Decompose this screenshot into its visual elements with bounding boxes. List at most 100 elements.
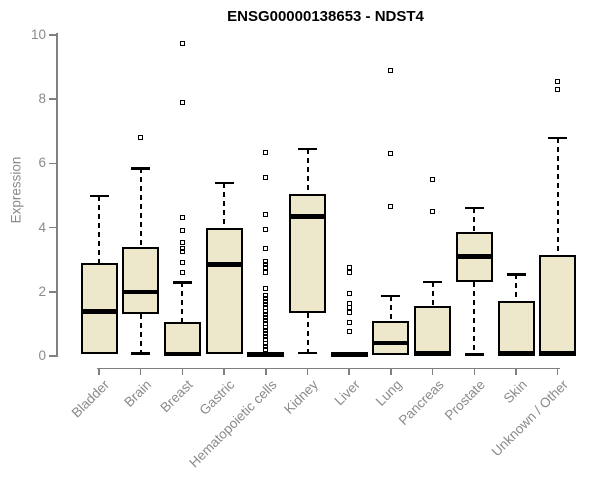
y-tick-label: 0 — [38, 348, 46, 363]
y-tick-label: 8 — [38, 91, 46, 107]
outlier-point — [346, 319, 352, 325]
box-pancreas — [414, 306, 452, 356]
x-axis-tick — [515, 369, 517, 375]
x-axis-tick — [98, 369, 100, 375]
x-axis-tick — [181, 369, 184, 375]
outlier-point — [263, 337, 269, 343]
outlier-point — [263, 265, 269, 271]
upper-whisker-cap — [214, 181, 234, 185]
outlier-point — [346, 300, 352, 306]
outlier-point — [388, 151, 394, 157]
x-tick-label-6: Liver — [331, 377, 363, 409]
box-unknown-other — [539, 254, 577, 356]
outlier-point — [179, 99, 185, 105]
lower-whisker — [306, 312, 309, 353]
outlier-point — [346, 290, 352, 296]
x-tick-label-3: Gastric — [196, 377, 238, 418]
outlier-point — [346, 305, 352, 311]
median-line — [497, 351, 535, 356]
outlier-point — [430, 176, 436, 182]
y-axis-tick — [49, 355, 56, 357]
outlier-point — [346, 270, 352, 276]
outlier-point — [263, 311, 269, 317]
x-tick-label-11: Unknown / Other — [489, 377, 572, 460]
outlier-point — [263, 270, 269, 276]
x-tick-label-7: Lung — [372, 377, 405, 409]
outlier-point — [263, 318, 269, 324]
median-line — [163, 351, 201, 357]
outlier-point — [388, 67, 394, 73]
y-axis-tick — [49, 226, 56, 229]
outlier-point — [179, 260, 185, 266]
upper-whisker-cap — [298, 147, 317, 151]
x-tick-label-0: Bladder — [69, 377, 113, 421]
outlier-point — [263, 258, 269, 264]
outlier-point — [263, 334, 269, 340]
outlier-point — [263, 331, 269, 337]
median-line — [289, 214, 326, 219]
x-tick-label-9: Prostate — [441, 377, 488, 424]
upper-whisker-cap — [131, 167, 151, 170]
upper-whisker — [515, 274, 517, 302]
outlier-point — [263, 324, 269, 330]
outlier-point — [263, 245, 269, 251]
y-tick-label: 4 — [38, 219, 46, 235]
y-axis-tick — [49, 98, 56, 100]
y-tick-label: 2 — [38, 283, 46, 299]
median-line — [330, 352, 368, 357]
y-axis-tick — [49, 291, 56, 293]
outlier-point — [179, 239, 185, 245]
lower-whisker-cap — [298, 351, 317, 355]
lower-whisker — [139, 314, 142, 354]
x-axis-line — [97, 367, 560, 369]
box-gastric — [205, 227, 243, 354]
outlier-point — [263, 295, 269, 301]
lower-whisker-cap — [131, 352, 151, 355]
y-axis-tick — [49, 34, 56, 36]
outlier-point — [263, 308, 269, 314]
lower-whisker — [473, 282, 476, 355]
outlier-point — [263, 292, 269, 298]
upper-whisker-cap — [506, 273, 526, 276]
upper-whisker-cap — [89, 194, 109, 197]
upper-whisker-cap — [381, 294, 401, 298]
median-line — [539, 351, 577, 356]
x-tick-label-8: Pancreas — [395, 377, 447, 428]
outlier-point — [179, 249, 185, 255]
upper-whisker — [223, 182, 226, 228]
outlier-point — [346, 265, 352, 271]
x-axis-tick — [306, 369, 309, 375]
upper-whisker — [306, 148, 309, 194]
outlier-point — [263, 340, 269, 346]
upper-whisker-cap — [172, 281, 192, 284]
x-tick-label-2: Breast — [157, 377, 197, 416]
median-line — [80, 309, 118, 314]
outlier-point — [263, 226, 269, 232]
outlier-point — [263, 286, 269, 292]
x-tick-label-5: Kidney — [281, 377, 322, 417]
outlier-point — [388, 204, 394, 210]
median-line — [122, 289, 160, 295]
outlier-point — [263, 305, 269, 311]
upper-whisker — [431, 281, 434, 307]
upper-whisker — [473, 207, 476, 233]
chart-title: ENSG00000138653 - NDST4 — [227, 8, 424, 25]
outlier-point — [263, 175, 269, 181]
box-brain — [122, 246, 160, 315]
outlier-point — [263, 314, 269, 320]
x-axis-tick — [265, 369, 267, 375]
x-axis-tick — [390, 369, 392, 375]
y-tick-label: 10 — [30, 27, 46, 42]
x-axis-tick — [431, 369, 434, 375]
outlier-point — [555, 79, 561, 85]
box-skin — [497, 301, 535, 356]
upper-whisker — [181, 282, 184, 323]
upper-whisker — [389, 295, 392, 321]
box-breast — [163, 322, 201, 356]
outlier-point — [263, 302, 269, 308]
y-tick-label: 6 — [38, 155, 46, 171]
outlier-point — [179, 228, 185, 234]
x-axis-tick — [223, 369, 225, 375]
x-tick-label-10: Skin — [500, 377, 530, 407]
